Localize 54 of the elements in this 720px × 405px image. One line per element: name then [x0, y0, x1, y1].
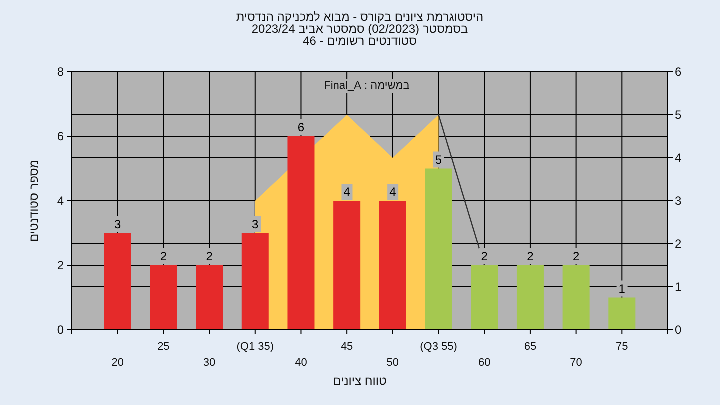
data-label: 2 — [481, 250, 488, 264]
data-label: 2 — [527, 250, 534, 264]
y-tick-label: 4 — [57, 194, 64, 208]
data-label: 2 — [206, 250, 214, 264]
y2-tick-label: 1 — [675, 280, 682, 294]
y2-tick-label: 0 — [675, 323, 682, 337]
data-label: 6 — [298, 120, 305, 134]
bar — [104, 233, 132, 330]
bar — [334, 201, 361, 330]
data-label: 4 — [390, 185, 397, 199]
y-tick-label: 0 — [57, 323, 64, 337]
bar — [242, 233, 269, 330]
x-tick-label: 25 — [158, 341, 170, 353]
x-tick-label: 30 — [203, 357, 216, 369]
data-label: 2 — [160, 250, 168, 264]
bar — [379, 201, 406, 330]
bar — [608, 298, 636, 330]
y2-tick-label: 3 — [675, 194, 682, 208]
y2-tick-label: 6 — [675, 65, 682, 79]
y2-tick-label: 5 — [675, 108, 682, 122]
y-axis-title: מספר סטודנטים — [27, 160, 41, 242]
x-tick-label: 50 — [386, 357, 400, 369]
x-tick-label: (Q3 55) — [420, 341, 458, 353]
bar — [196, 266, 224, 330]
bar — [150, 266, 178, 330]
bar — [562, 266, 590, 330]
chart-title: היסטוגרמת ציונים בקורס - מבוא למכניקה הנדסית — [236, 10, 484, 24]
data-label: 2 — [572, 250, 580, 264]
y2-tick-label: 2 — [675, 237, 682, 251]
data-label: 3 — [252, 217, 260, 232]
data-label: 1 — [618, 282, 626, 296]
y-tick-label: 6 — [57, 130, 64, 144]
x-axis-title: טווח ציונים — [333, 374, 388, 388]
x-tick-label: 45 — [340, 341, 354, 353]
x-tick-label: 75 — [616, 341, 628, 353]
y2-tick-label: 4 — [675, 151, 682, 165]
x-tick-label: 40 — [295, 357, 308, 369]
data-label: 4 — [344, 185, 351, 199]
bar — [425, 168, 452, 330]
data-label: 5 — [435, 152, 442, 167]
chart-subtitle: בסמסטר (02/2023) סמסטר אביב 2023/24 — [252, 22, 468, 36]
x-tick-label: 60 — [478, 357, 491, 369]
x-tick-label: 20 — [112, 357, 124, 369]
y-tick-label: 8 — [57, 65, 64, 79]
bar — [471, 266, 498, 330]
y-tick-label: 2 — [57, 258, 64, 272]
bar — [516, 266, 544, 330]
x-tick-label: 70 — [570, 357, 582, 369]
text: סטודנטים רשומים - 46 — [303, 34, 418, 48]
x-tick-label: (Q1 35) — [236, 341, 274, 353]
annotation: במשימה : Final_A — [324, 80, 410, 92]
x-tick-label: 65 — [524, 341, 537, 353]
data-label: 3 — [114, 217, 122, 232]
bar — [288, 136, 315, 330]
